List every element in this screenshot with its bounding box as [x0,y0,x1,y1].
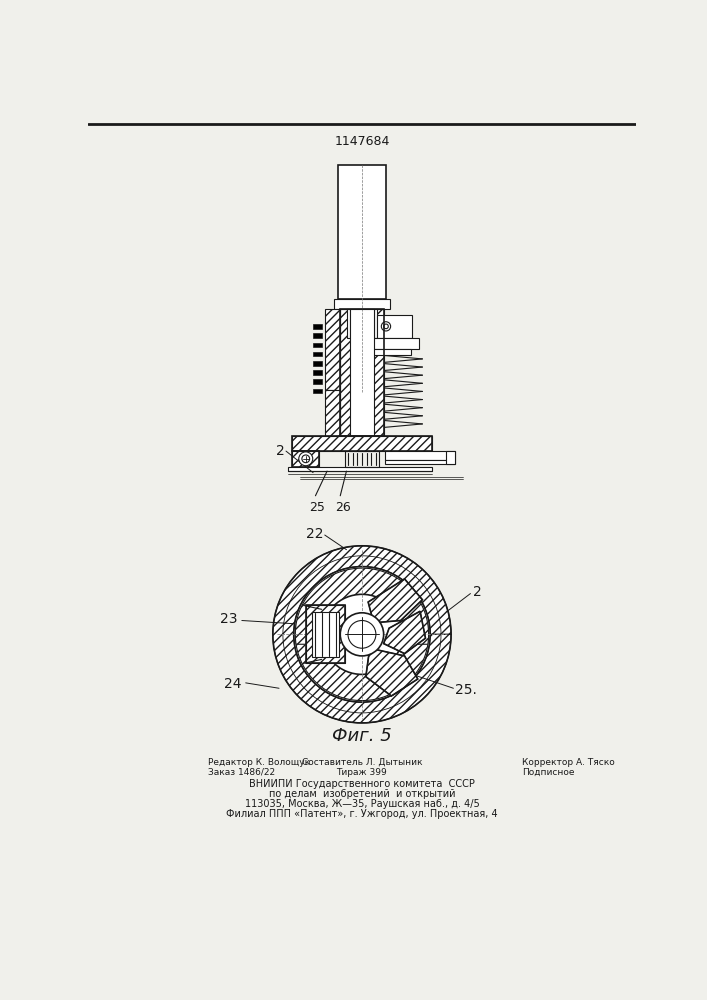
Polygon shape [273,546,451,723]
Polygon shape [296,624,428,701]
Bar [338,165,386,299]
Text: Составитель Л. Дытыник: Составитель Л. Дытыник [302,758,422,767]
Text: Тираж 399: Тираж 399 [337,768,387,777]
Text: 23: 23 [221,612,238,626]
Bar [340,309,384,436]
Bar [292,436,432,451]
Bar [385,460,455,464]
Text: по делам  изобретений  и открытий: по делам изобретений и открытий [269,789,455,799]
Bar [345,451,379,466]
Circle shape [340,613,384,656]
Text: Подписное: Подписное [522,768,575,777]
Text: 22: 22 [305,527,323,541]
Bar [313,361,322,366]
Circle shape [295,567,429,701]
Text: 26: 26 [334,501,351,514]
Bar [368,338,419,349]
Circle shape [348,620,376,648]
Bar [340,309,384,436]
Bar [347,309,377,338]
Bar [351,309,373,436]
Bar [313,343,322,347]
Bar [292,451,320,466]
Circle shape [299,452,312,466]
Circle shape [381,322,391,331]
Bar [313,379,322,384]
Bar [306,605,345,663]
Text: Филиал ППП «Патент», г. Ужгород, ул. Проектная, 4: Филиал ППП «Патент», г. Ужгород, ул. Про… [226,809,498,819]
Text: Фиг. 5: Фиг. 5 [332,727,392,745]
Bar [385,451,455,460]
Bar [325,309,340,389]
Bar [313,389,322,393]
Text: 2: 2 [473,585,481,599]
Text: 24: 24 [224,677,242,691]
Text: 2: 2 [276,444,284,458]
Bar [292,436,432,451]
Bar [313,370,322,375]
Bar [349,309,374,338]
Bar [445,451,455,464]
Text: 25: 25 [309,501,325,514]
Bar [313,333,322,338]
Circle shape [322,594,402,674]
Bar [334,299,390,309]
Bar [325,389,340,436]
Text: Редактор К. Волощук: Редактор К. Волощук [209,758,310,767]
Polygon shape [384,611,426,654]
Bar [313,352,322,356]
Text: 25.: 25. [455,683,477,697]
Text: Заказ 1486/22: Заказ 1486/22 [209,768,276,777]
Text: ВНИИПИ Государственного комитета  СССР: ВНИИПИ Государственного комитета СССР [249,779,475,789]
Text: Корректор А. Тяско: Корректор А. Тяско [522,758,615,767]
Polygon shape [366,648,418,696]
Bar [306,605,345,663]
Text: 1147684: 1147684 [334,135,390,148]
Bar [312,612,339,657]
Bar [292,451,320,466]
Circle shape [302,455,310,463]
Bar [288,466,432,471]
Polygon shape [296,568,428,644]
Bar [377,315,411,338]
Bar [368,349,411,355]
Bar [313,324,322,329]
Polygon shape [368,579,422,623]
Text: 113035, Москва, Ж—35, Раушская наб., д. 4/5: 113035, Москва, Ж—35, Раушская наб., д. … [245,799,479,809]
